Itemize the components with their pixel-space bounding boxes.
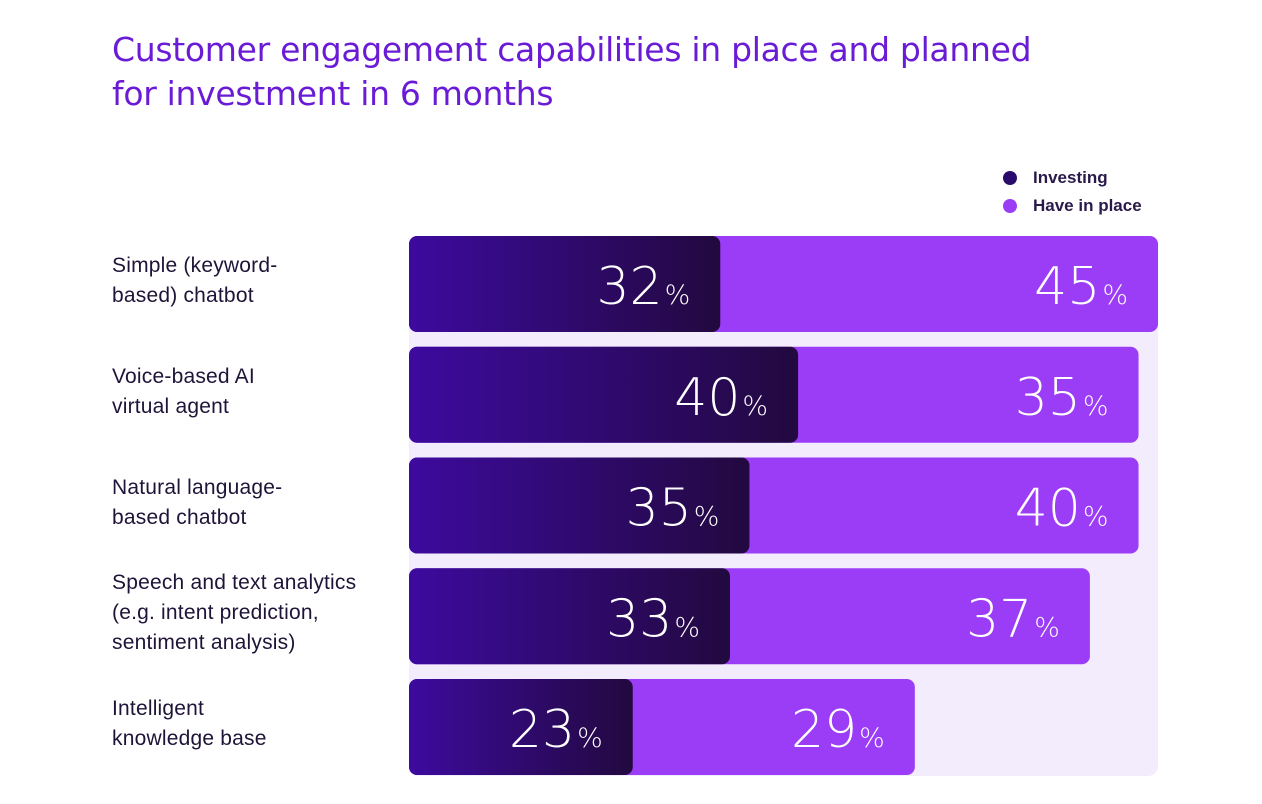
category-label-line: Voice-based AI [112,364,255,388]
bar-investing-1 [409,346,799,443]
category-label-line: based) chatbot [112,284,254,307]
data-label-have-in-place-2: 40% [1015,479,1109,539]
category-label-line: Simple (keyword- [112,254,278,277]
category-label-line: Speech and text analytics [112,571,357,595]
bar-investing-4 [409,679,633,775]
category-label-line: (e.g. intent prediction, [112,601,319,625]
legend-label-have-in-place: Have in place [1033,196,1142,215]
category-label-line: knowledge base [112,727,267,750]
category-label-line: Natural language- [112,475,283,499]
data-label-investing-2: 35% [626,479,720,539]
chart-title: Customer engagement capabilities in plac… [112,30,1032,113]
category-label-0: Simple (keyword-based) chatbot [112,251,402,311]
data-label-investing-0: 32% [596,257,690,317]
bar-investing-3 [409,568,730,665]
bar-investing-0 [409,236,721,332]
data-label-have-in-place-1: 35% [1015,368,1109,428]
category-label-1: Voice-based AI virtual agent [112,362,402,422]
bar-investing-2 [409,457,750,554]
category-label-line: Intelligent [112,697,205,720]
data-label-investing-4: 23% [509,700,603,760]
legend-swatch-investing [1003,171,1017,185]
category-label-3: Speech and text analytics (e.g. intent pr… [112,568,402,658]
legend-item-have-in-place: Have in place [1003,192,1142,220]
legend-label-investing: Investing [1033,168,1108,187]
category-label-2: Natural language-based chatbot [112,473,402,533]
legend: Investing Have in place [1003,164,1142,220]
data-label-have-in-place-3: 37% [966,589,1060,649]
category-label-line: sentiment analysis) [112,631,296,655]
data-label-have-in-place-4: 29% [791,700,885,760]
data-label-investing-3: 33% [606,589,700,649]
legend-item-investing: Investing [1003,164,1142,192]
data-label-investing-1: 40% [674,368,768,428]
category-label-4: Intelligent knowledge base [112,694,402,754]
category-label-line: virtual agent [112,394,230,418]
data-label-have-in-place-0: 45% [1034,257,1128,317]
category-label-line: based chatbot [112,505,247,529]
legend-swatch-have-in-place [1003,199,1017,213]
